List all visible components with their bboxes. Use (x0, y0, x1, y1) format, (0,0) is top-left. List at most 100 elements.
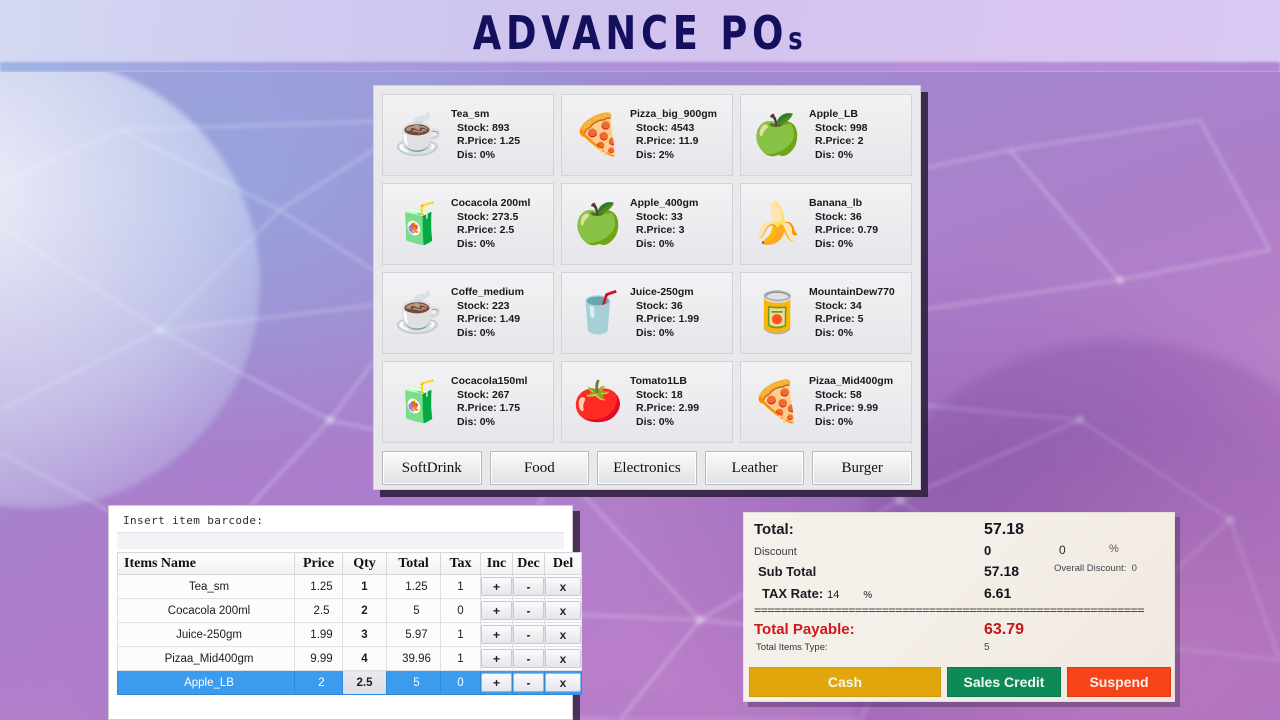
product-stock: Stock: 998 (815, 121, 868, 134)
cart-row[interactable]: Pizaa_Mid400gm 9.99 4 39.96 1 + - x (117, 646, 582, 671)
cart-cell-qty[interactable]: 2.5 (342, 670, 387, 695)
banana-icon: 🍌 (752, 202, 802, 246)
cart-row[interactable]: Juice-250gm 1.99 3 5.97 1 + - x (117, 622, 582, 647)
discount-value[interactable]: 0 (984, 543, 992, 558)
product-stock: Stock: 36 (636, 299, 683, 312)
cart-cell-tax: 1 (440, 622, 481, 647)
product-name: Juice-250gm (630, 286, 694, 298)
increase-qty-button[interactable]: + (481, 577, 512, 596)
total-label: Total: (754, 521, 794, 538)
product-tile[interactable]: 🍏 Apple_LB Stock: 998 R.Price: 2 Dis: 0% (740, 94, 912, 176)
product-stock: Stock: 273.5 (457, 210, 519, 223)
cart-cell-dec: - (512, 646, 545, 671)
total-items-type-label: Total Items Type: (756, 642, 828, 653)
cart-cell-price: 2 (294, 670, 343, 695)
cart-cell-del: x (544, 646, 582, 671)
product-tile[interactable]: 🧃 Cocacola 200ml Stock: 273.5 R.Price: 2.5 D… (382, 183, 554, 265)
percent-symbol-icon: % (1109, 543, 1119, 555)
delete-row-button[interactable]: x (545, 601, 581, 620)
cola-bottle-icon: 🧃 (394, 380, 444, 424)
product-price: R.Price: 9.99 (815, 402, 879, 414)
delete-row-button[interactable]: x (545, 577, 581, 596)
product-tile[interactable]: ☕ Coffe_medium Stock: 223 R.Price: 1.49 Dis:… (382, 272, 554, 354)
increase-qty-button[interactable]: + (481, 673, 512, 692)
cart-cell-qty[interactable]: 1 (342, 574, 387, 599)
pizza-slice-icon: 🍕 (752, 380, 802, 424)
product-tile[interactable]: 🍕 Pizaa_Mid400gm Stock: 58 R.Price: 9.99 Dis… (740, 361, 912, 443)
soda-can-icon: 🥫 (752, 291, 802, 335)
cart-cell-name: Pizaa_Mid400gm (117, 646, 295, 671)
cart-row[interactable]: Tea_sm 1.25 1 1.25 1 + - x (117, 574, 582, 599)
product-info: Banana_lb Stock: 36 R.Price: 0.79 Dis: 0% (807, 197, 905, 251)
increase-qty-button[interactable]: + (481, 601, 512, 620)
product-tile[interactable]: ☕ Tea_sm Stock: 893 R.Price: 1.25 Dis: 0% (382, 94, 554, 176)
pizza-icon: 🍕 (573, 113, 623, 157)
product-tile[interactable]: 🧃 Cocacola150ml Stock: 267 R.Price: 1.75 Dis… (382, 361, 554, 443)
delete-row-button[interactable]: x (545, 649, 581, 668)
category-button-burger[interactable]: Burger (812, 451, 912, 485)
sales-credit-button[interactable]: Sales Credit (947, 667, 1061, 697)
product-price: R.Price: 1.99 (636, 313, 700, 325)
product-discount: Dis: 0% (815, 326, 853, 339)
delete-row-button[interactable]: x (545, 673, 581, 692)
decrease-qty-button[interactable]: - (513, 601, 544, 620)
product-info: MountainDew770 Stock: 34 R.Price: 5 Dis: 0% (807, 286, 905, 340)
cart-cell-inc: + (480, 574, 513, 599)
decrease-qty-button[interactable]: - (513, 577, 544, 596)
increase-qty-button[interactable]: + (481, 625, 512, 644)
title-banner: ADVANCE POs (0, 0, 1280, 72)
cart-row[interactable]: Apple_LB 2 2.5 5 0 + - x (117, 670, 582, 695)
total-items-type-value: 5 (984, 642, 990, 653)
tax-rate-text: TAX Rate: (762, 586, 824, 601)
cart-cell-qty[interactable]: 2 (342, 598, 387, 623)
cash-button[interactable]: Cash (749, 667, 941, 697)
page-title-main: ADVANCE PO (472, 6, 789, 60)
increase-qty-button[interactable]: + (481, 649, 512, 668)
cart-cell-price: 2.5 (294, 598, 343, 623)
cart-column-header: Price (294, 552, 343, 575)
barcode-input[interactable] (117, 532, 564, 549)
product-price: R.Price: 1.25 (457, 135, 521, 147)
cart-cell-price: 9.99 (294, 646, 343, 671)
product-tile[interactable]: 🍅 Tomato1LB Stock: 18 R.Price: 2.99 Dis: 0% (561, 361, 733, 443)
cart-panel: Insert item barcode: Items Name Price Qty T… (108, 505, 582, 720)
product-tile[interactable]: 🍏 Apple_400gm Stock: 33 R.Price: 3 Dis: 0% (561, 183, 733, 265)
total-value: 57.18 (984, 521, 1025, 538)
cart-column-header: Qty (342, 552, 387, 575)
subtotal-row: Sub Total 57.18 Overall Discount: 0 (754, 563, 1164, 579)
cart-row[interactable]: Cocacola 200ml 2.5 2 5 0 + - x (117, 598, 582, 623)
category-button-softdrink[interactable]: SoftDrink (382, 451, 482, 485)
soda-bottle-icon: 🧃 (394, 202, 444, 246)
category-button-food[interactable]: Food (489, 451, 590, 485)
product-name: Tea_sm (451, 108, 490, 120)
overall-discount-value: 0 (1131, 563, 1137, 574)
decrease-qty-button[interactable]: - (513, 625, 544, 644)
product-tile[interactable]: 🥤 Juice-250gm Stock: 36 R.Price: 1.99 Dis: 0… (561, 272, 733, 354)
category-button-electronics[interactable]: Electronics (597, 451, 697, 485)
product-name: Tomato1LB (630, 375, 687, 387)
product-stock: Stock: 223 (457, 299, 510, 312)
cart-cell-qty[interactable]: 4 (342, 646, 387, 671)
decrease-qty-button[interactable]: - (513, 649, 544, 668)
product-price: R.Price: 5 (815, 313, 864, 325)
category-button-leather[interactable]: Leather (704, 451, 805, 485)
teacup-icon: ☕ (394, 113, 444, 157)
product-stock: Stock: 33 (636, 210, 683, 223)
tomato-icon: 🍅 (573, 380, 623, 424)
cart-cell-qty[interactable]: 3 (342, 622, 387, 647)
cart-cell-name: Juice-250gm (117, 622, 295, 647)
overall-discount-text: Overall Discount: (1054, 563, 1127, 574)
delete-row-button[interactable]: x (545, 625, 581, 644)
discount-percent-value[interactable]: 0 (1059, 543, 1066, 557)
product-stock: Stock: 34 (815, 299, 862, 312)
cart-cell-del: x (544, 574, 582, 599)
cart-column-header: Del (544, 552, 582, 575)
product-tile[interactable]: 🥫 MountainDew770 Stock: 34 R.Price: 5 Dis: 0… (740, 272, 912, 354)
tax-rate-value[interactable]: 14 (827, 589, 840, 601)
payment-button-row: Cash Sales Credit Suspend (749, 667, 1171, 697)
product-tile[interactable]: 🍌 Banana_lb Stock: 36 R.Price: 0.79 Dis: 0% (740, 183, 912, 265)
suspend-button[interactable]: Suspend (1067, 667, 1171, 697)
decrease-qty-button[interactable]: - (513, 673, 544, 692)
cart-cell-name: Cocacola 200ml (117, 598, 295, 623)
product-tile[interactable]: 🍕 Pizza_big_900gm Stock: 4543 R.Price: 11.9… (561, 94, 733, 176)
